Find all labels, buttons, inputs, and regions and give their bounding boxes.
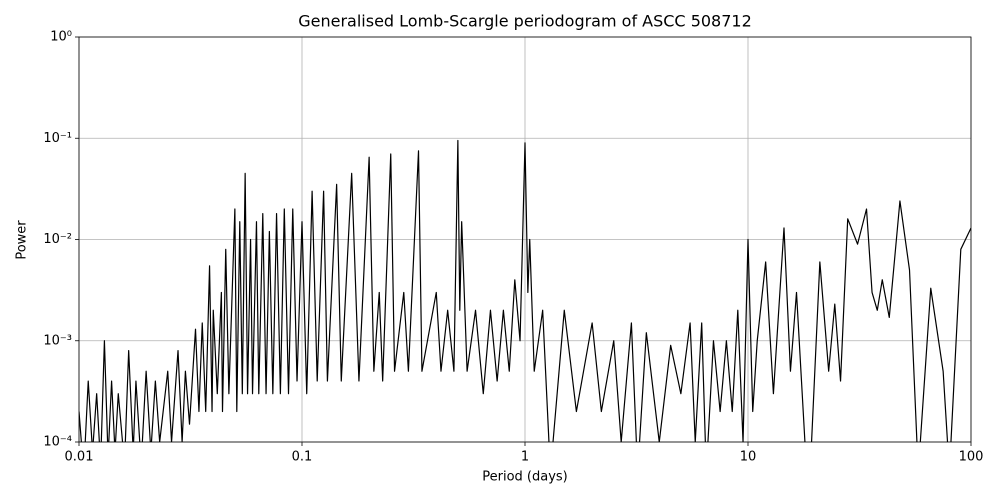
y-tick-label: 10⁻¹: [43, 131, 72, 146]
chart-title: Generalised Lomb-Scargle periodogram of …: [298, 12, 752, 31]
x-tick-label: 10: [740, 450, 757, 465]
line: [79, 139, 971, 442]
plot-frame: [78, 36, 972, 443]
x-tick-label: 1: [521, 450, 529, 465]
y-tick-label: 10⁰: [50, 30, 72, 45]
x-tick-label: 0.01: [65, 450, 94, 465]
plot-area: [79, 139, 971, 442]
y-axis-label: Power: [15, 220, 30, 260]
x-tick-label: 0.1: [292, 450, 313, 465]
x-tick-label: 100: [959, 450, 984, 465]
y-tick-label: 10⁻⁴: [43, 435, 72, 450]
y-tick-label: 10⁻²: [43, 232, 72, 247]
y-tick-label: 10⁻³: [43, 333, 72, 348]
x-axis-label: Period (days): [482, 470, 568, 485]
